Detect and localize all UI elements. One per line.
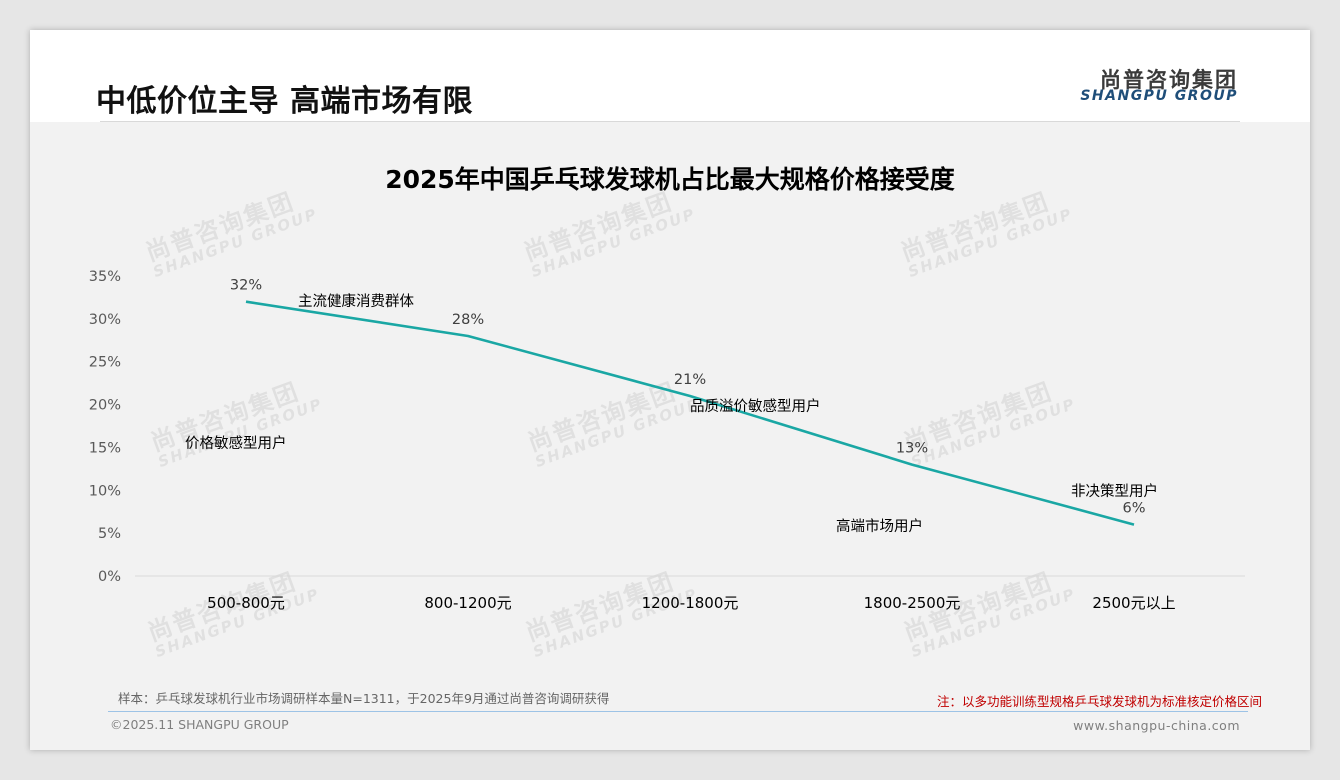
header: 中低价位主导 高端市场有限 尚普咨询集团 SHANGPU GROUP — [30, 30, 1310, 122]
chart-title: 2025年中国乒乓球发球机占比最大规格价格接受度 — [385, 165, 955, 194]
y-tick-label: 0% — [98, 569, 121, 585]
annotation-label: 高端市场用户 — [836, 518, 923, 535]
data-label: 32% — [230, 278, 262, 294]
annotation-label: 主流健康消费群体 — [298, 293, 414, 310]
y-tick-label: 10% — [89, 483, 121, 499]
y-tick-label: 25% — [89, 355, 121, 371]
footnote: 注：以多功能训练型规格乒乓球发球机为标准核定价格区间 — [936, 694, 1262, 709]
annotation-label: 非决策型用户 — [1071, 483, 1158, 500]
copyright: ©2025.11 SHANGPU GROUP — [110, 717, 289, 732]
y-tick-label: 20% — [89, 398, 121, 414]
y-tick-label: 15% — [89, 440, 121, 456]
logo-text-cn: 尚普咨询集团 — [1100, 68, 1238, 92]
slide: 中低价位主导 高端市场有限 尚普咨询集团 SHANGPU GROUP 2025年… — [30, 30, 1310, 750]
logo-text-en: SHANGPU GROUP — [1080, 88, 1238, 104]
data-label: 13% — [896, 441, 928, 457]
y-tick-label: 35% — [89, 269, 121, 285]
line-chart: 0% 5% 10% 15% 20% 25% 30% 35% 500-800元 800-1200元 1… — [89, 269, 1245, 612]
data-label: 6% — [1122, 501, 1145, 517]
page-title: 中低价位主导 高端市场有限 — [96, 84, 473, 119]
y-tick-label: 30% — [89, 312, 121, 328]
sample-note: 样本：乒乓球发球机行业市场调研样本量N=1311，于2025年9月通过尚普咨询调… — [118, 691, 610, 706]
data-label: 28% — [452, 312, 484, 328]
y-tick-label: 5% — [98, 526, 121, 542]
x-tick-label: 1200-1800元 — [642, 594, 739, 612]
x-tick-label: 2500元以上 — [1092, 594, 1175, 612]
annotation-label: 品质溢价敏感型用户 — [690, 398, 821, 415]
x-tick-label: 500-800元 — [207, 594, 285, 612]
annotation-label: 价格敏感型用户 — [185, 435, 287, 452]
header-divider — [100, 121, 1240, 122]
footer-divider — [108, 711, 1248, 712]
x-tick-label: 1800-2500元 — [864, 594, 961, 612]
x-tick-label: 800-1200元 — [424, 594, 511, 612]
website: www.shangpu-china.com — [1073, 718, 1240, 733]
data-label: 21% — [674, 372, 706, 388]
series-line — [245, 300, 1135, 526]
